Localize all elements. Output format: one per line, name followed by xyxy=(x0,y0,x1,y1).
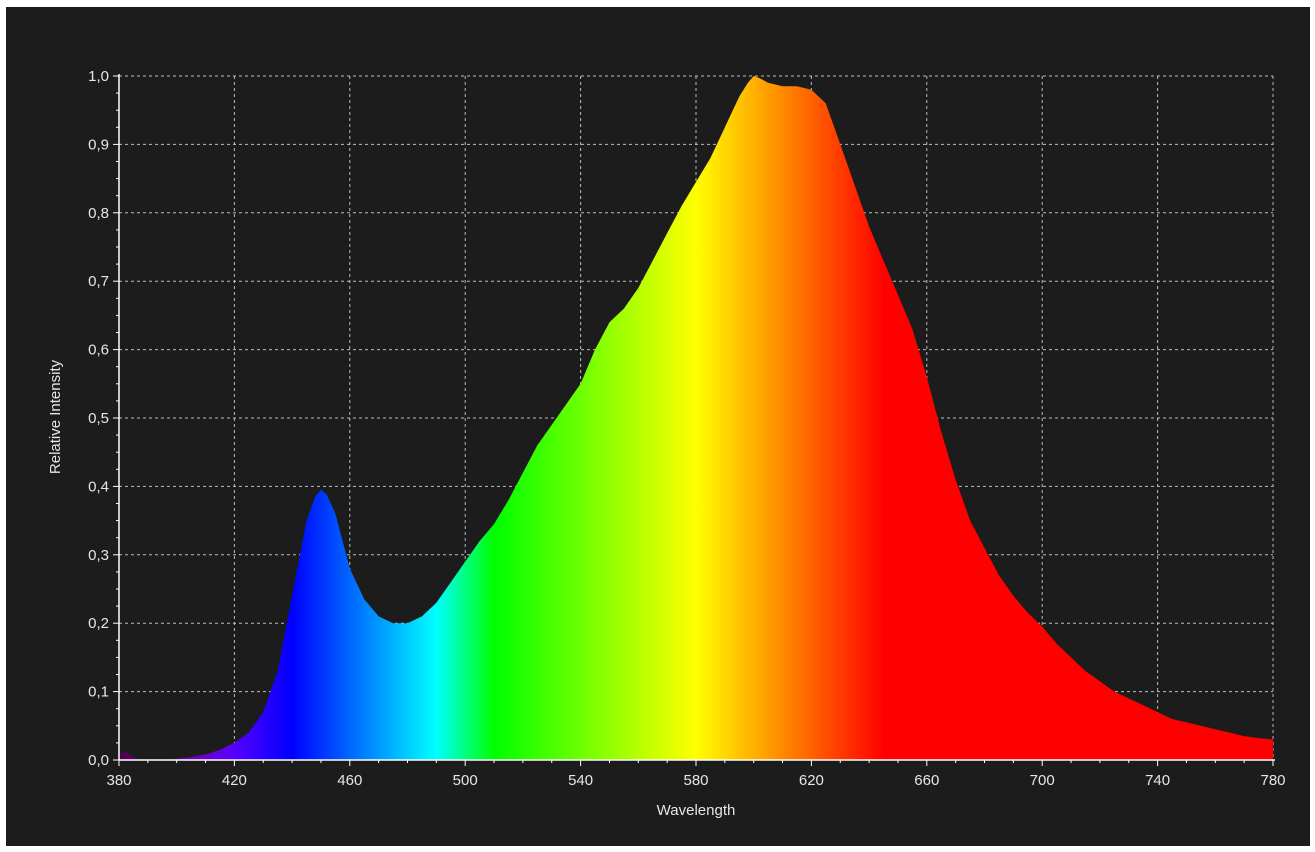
x-tick-label: 580 xyxy=(683,772,708,789)
y-tick-label: 0,5 xyxy=(88,410,109,427)
y-tick-label: 0,1 xyxy=(88,684,109,701)
x-tick-label: 700 xyxy=(1030,772,1055,789)
x-tick-label: 500 xyxy=(453,772,478,789)
spectrum-chart-panel: 380 420 460 500 540 580 620 660 700 740 780 0,0 0,1… xyxy=(6,7,1310,846)
y-tick-label: 0,8 xyxy=(88,205,109,222)
x-tick-label: 660 xyxy=(914,772,939,789)
x-tick-label: 540 xyxy=(568,772,593,789)
y-tick-label: 0,2 xyxy=(88,615,109,632)
y-axis-title: Relative Intensity xyxy=(47,359,64,474)
x-tick-label: 740 xyxy=(1145,772,1170,789)
axes xyxy=(113,74,1275,766)
y-tick-label: 0,3 xyxy=(88,547,109,564)
y-tick-labels: 0,0 0,1 0,2 0,3 0,4 0,5 0,6 0,7 0,8 0,9 1,0 xyxy=(88,68,109,769)
x-tick-label: 780 xyxy=(1260,772,1285,789)
y-tick-label: 1,0 xyxy=(88,68,109,85)
y-tick-label: 0,9 xyxy=(88,136,109,153)
x-tick-label: 460 xyxy=(337,772,362,789)
x-axis-title: Wavelength xyxy=(657,802,736,819)
spectrum-chart: 380 420 460 500 540 580 620 660 700 740 780 0,0 0,1… xyxy=(47,68,1286,819)
x-tick-label: 620 xyxy=(799,772,824,789)
spectrum-area xyxy=(119,76,1273,760)
y-tick-label: 0,0 xyxy=(88,752,109,769)
x-tick-label: 380 xyxy=(106,772,131,789)
x-tick-labels: 380 420 460 500 540 580 620 660 700 740 780 xyxy=(106,772,1285,789)
y-tick-label: 0,4 xyxy=(88,478,109,495)
x-tick-label: 420 xyxy=(222,772,247,789)
y-tick-label: 0,6 xyxy=(88,342,109,359)
y-tick-label: 0,7 xyxy=(88,273,109,290)
